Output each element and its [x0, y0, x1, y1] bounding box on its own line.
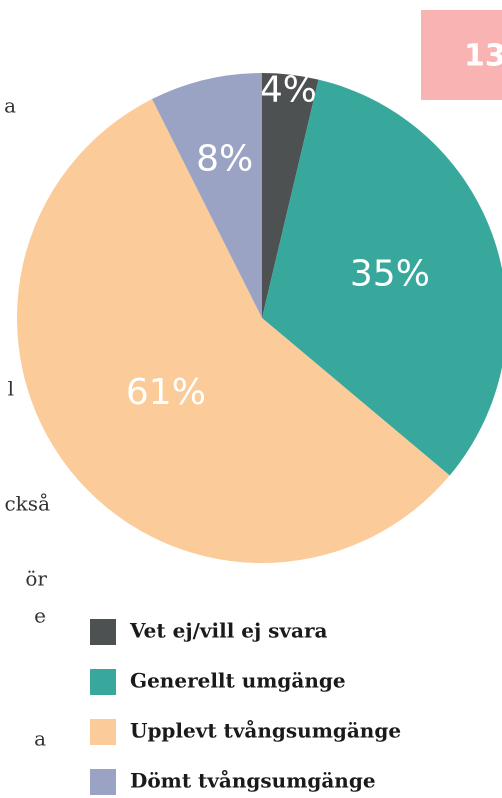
pie-slice — [262, 73, 319, 318]
legend-label: Upplevt tvångsumgänge — [130, 719, 401, 743]
margin-fragment: a — [4, 94, 16, 118]
pie: 4% 35% 61% 8% — [16, 70, 502, 564]
page-number: 13 — [464, 39, 502, 74]
margin-fragment: e — [34, 604, 46, 628]
margin-fragment: ckså — [4, 492, 50, 516]
margin-fragment: l — [8, 377, 14, 401]
legend-swatch — [90, 719, 116, 745]
pie-slice — [152, 73, 262, 318]
pie-slice — [262, 79, 502, 476]
legend-label: Generellt umgänge — [130, 669, 346, 693]
slice-label: 4% — [260, 70, 317, 111]
legend-label: Dömt tvångsumgänge — [130, 769, 376, 793]
legend-label: Vet ej/vill ej svara — [129, 619, 328, 643]
pie-slice — [16, 99, 450, 564]
margin-fragment: a — [34, 727, 46, 751]
legend-swatch — [90, 669, 116, 695]
slice-label: 8% — [196, 139, 253, 180]
slice-label: 35% — [350, 254, 430, 295]
margin-text: a l ckså ör e a — [4, 94, 50, 751]
slice-label: 61% — [126, 372, 206, 413]
legend-swatch — [90, 619, 116, 645]
legend-swatch — [90, 769, 116, 795]
margin-fragment: ör — [25, 567, 47, 591]
legend: Vet ej/vill ej svara Generellt umgänge Upp… — [90, 619, 401, 795]
page-number-box — [421, 10, 502, 100]
